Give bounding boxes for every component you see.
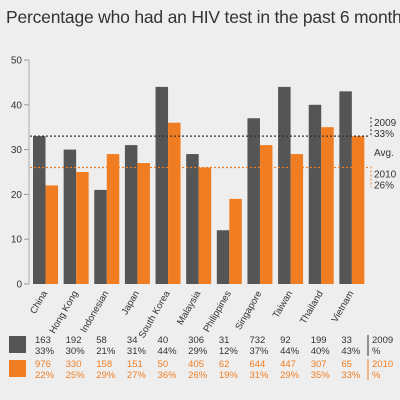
- avg-year-2010: 2010: [374, 170, 397, 181]
- avg-year-2009: 2009: [374, 118, 397, 129]
- bar-2010-malaysia: [198, 167, 212, 284]
- table-pct-cell: 29%: [280, 370, 300, 381]
- table-n-cell: 62: [219, 359, 230, 370]
- table-n-cell: 158: [96, 359, 112, 370]
- table-n-cell: 151: [127, 359, 143, 370]
- bar-2010-singapore: [259, 145, 273, 284]
- table-n-cell: 65: [341, 359, 352, 370]
- table-pct-cell: 43%: [341, 346, 361, 357]
- table-n-cell: 976: [35, 359, 51, 370]
- bar-2010-south-korea: [168, 122, 181, 284]
- bar-2010-thailand: [321, 127, 334, 284]
- x-tick-label: Vietnam: [330, 289, 357, 325]
- table-unit-2009: %: [372, 346, 381, 357]
- table-n-cell: 163: [35, 335, 51, 346]
- table-n-cell: 50: [158, 359, 169, 370]
- table-pct-cell: 35%: [311, 370, 331, 381]
- table-n-cell: 330: [66, 359, 82, 370]
- bar-2009-vietnam: [339, 91, 352, 284]
- bar-2009-taiwan: [278, 86, 291, 284]
- y-tick-label: 20: [11, 190, 23, 201]
- table-n-cell: 58: [96, 335, 107, 346]
- bar-2009-thailand: [308, 104, 322, 284]
- y-tick-label: 10: [11, 235, 23, 246]
- avg-value-2010: 26%: [374, 181, 394, 192]
- table-year-2009: 2009: [372, 335, 393, 346]
- table-n-cell: 447: [280, 359, 296, 370]
- legend-swatch-2010: [9, 360, 26, 377]
- table-n-cell: 644: [249, 359, 265, 370]
- y-tick-label: 0: [16, 280, 22, 291]
- x-tick-label: China: [28, 288, 50, 316]
- bar-2009-indonesian: [94, 189, 107, 284]
- table-n-cell: 405: [188, 359, 204, 370]
- x-tick-label: Japan: [120, 289, 142, 317]
- table-n-cell: 306: [188, 335, 204, 346]
- table-pct-cell: 30%: [66, 346, 86, 357]
- bar-2009-japan: [124, 145, 138, 284]
- bar-2010-china: [45, 185, 58, 284]
- table-pct-cell: 33%: [35, 346, 55, 357]
- bar-2010-japan: [137, 163, 150, 284]
- bar-2010-vietnam: [351, 136, 365, 284]
- table-pct-cell: 44%: [280, 346, 300, 357]
- table-pct-cell: 29%: [188, 346, 208, 357]
- table-pct-cell: 33%: [341, 370, 361, 381]
- table-n-cell: 307: [311, 359, 327, 370]
- bar-2009-singapore: [247, 118, 260, 285]
- bar-2010-taiwan: [290, 154, 304, 284]
- x-tick-label: Indonesian: [79, 289, 112, 335]
- x-tick-label: South Korea: [137, 288, 173, 340]
- table-pct-cell: 29%: [96, 370, 116, 381]
- x-tick-label: Singapore: [233, 289, 264, 332]
- table-n-cell: 199: [311, 335, 327, 346]
- table-n-cell: 33: [341, 335, 352, 346]
- table-n-cell: 40: [158, 335, 169, 346]
- y-tick-label: 40: [11, 100, 23, 111]
- avg-value-2009: 33%: [374, 129, 394, 140]
- bar-2010-hong-kong: [76, 172, 89, 284]
- table-year-2010: 2010: [372, 359, 393, 370]
- bar-2009-philippines: [216, 230, 230, 284]
- bar-2009-south-korea: [155, 86, 169, 284]
- table-n-cell: 732: [249, 335, 265, 346]
- table-n-cell: 192: [66, 335, 82, 346]
- table-pct-cell: 22%: [35, 370, 55, 381]
- x-tick-label: Philippines: [201, 289, 234, 335]
- table-unit-2010: %: [372, 370, 381, 381]
- x-tick-label: Taiwan: [271, 289, 295, 320]
- table-pct-cell: 21%: [96, 346, 116, 357]
- x-tick-label: Malaysia: [175, 288, 204, 327]
- table-pct-cell: 31%: [127, 346, 147, 357]
- table-pct-cell: 12%: [219, 346, 239, 357]
- table-pct-cell: 25%: [66, 370, 86, 381]
- table-n-cell: 92: [280, 335, 291, 346]
- x-tick-label: Hong Kong: [47, 289, 80, 336]
- bar-2009-china: [33, 136, 46, 284]
- bar-2009-hong-kong: [63, 149, 77, 284]
- y-tick-label: 50: [11, 56, 23, 67]
- x-tick-label: Thailand: [298, 289, 326, 326]
- table-pct-cell: 31%: [249, 370, 269, 381]
- table-pct-cell: 27%: [127, 370, 147, 381]
- table-pct-cell: 40%: [311, 346, 331, 357]
- table-pct-cell: 26%: [188, 370, 208, 381]
- bar-2009-malaysia: [186, 154, 199, 284]
- table-n-cell: 31: [219, 335, 230, 346]
- bar-2010-philippines: [229, 198, 242, 284]
- table-pct-cell: 37%: [249, 346, 269, 357]
- table-pct-cell: 36%: [158, 370, 178, 381]
- legend-swatch-2009: [9, 336, 26, 353]
- bar-2010-indonesian: [106, 154, 120, 284]
- avg-label: Avg.: [374, 148, 394, 159]
- table-pct-cell: 19%: [219, 370, 239, 381]
- y-tick-label: 30: [11, 145, 23, 156]
- table-n-cell: 34: [127, 335, 138, 346]
- chart-title: Percentage who had an HIV test in the pa…: [6, 7, 400, 27]
- table-pct-cell: 44%: [158, 346, 178, 357]
